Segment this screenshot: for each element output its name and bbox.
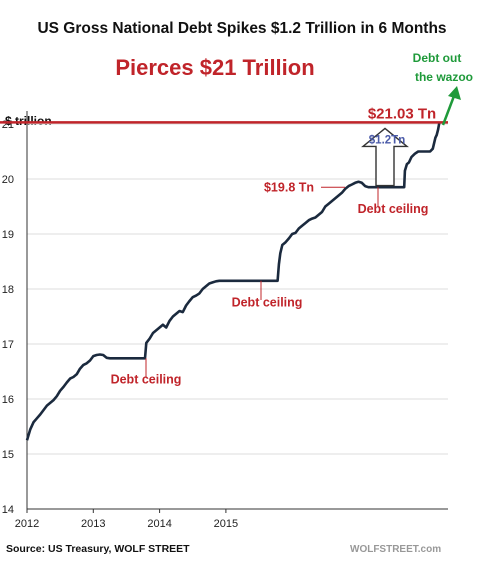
x-tick-label: 2012 (15, 518, 39, 530)
wazoo-line-2: the wazoo (415, 70, 473, 84)
spike-arrow (361, 127, 409, 187)
y-tick-label: 20 (2, 174, 14, 186)
ceiling-start-label: $19.8 Tn (264, 180, 314, 194)
ceiling-label: Debt ceiling (358, 202, 429, 216)
level-label: $21.03 Tn (368, 105, 436, 122)
ceiling-label: Debt ceiling (232, 296, 303, 310)
y-tick-label: 19 (2, 229, 14, 241)
chart-title: US Gross National Debt Spikes $1.2 Trill… (37, 20, 446, 37)
axes (26, 111, 448, 513)
watermark-text: WOLFSTREET.com (350, 544, 441, 555)
y-tick-label: 16 (2, 394, 14, 406)
annotations: $21.03 Tn $1.2Tn $19.8 Tn Debt ceiling Debt … (0, 51, 473, 387)
series-layer (25, 122, 441, 441)
debt-series-line (25, 122, 441, 441)
y-tick-label: 15 (2, 449, 14, 461)
x-tick-label: 2014 (147, 518, 171, 530)
x-tick-label: 2013 (81, 518, 105, 530)
spike-label: $1.2Tn (369, 134, 405, 146)
y-tick-label: 18 (2, 284, 14, 296)
wazoo-arrow-shaft (441, 95, 456, 126)
chart-subtitle: Pierces $21 Trillion (115, 55, 314, 80)
source-note: Source: US Treasury, WOLF STREET (6, 543, 190, 555)
y-tick-label: 21 (2, 119, 14, 131)
y-tick-label: 17 (2, 339, 14, 351)
ceiling-label: Debt ceiling (111, 373, 182, 387)
x-tick-label: 2015 (214, 518, 238, 530)
y-tick-label: 14 (2, 504, 14, 516)
wazoo-arrow-head (448, 86, 461, 100)
wazoo-line-1: Debt out (413, 51, 462, 65)
tick-labels: 14 15 16 17 18 19 20 21 2012 2013 2014 2015 (2, 119, 238, 530)
